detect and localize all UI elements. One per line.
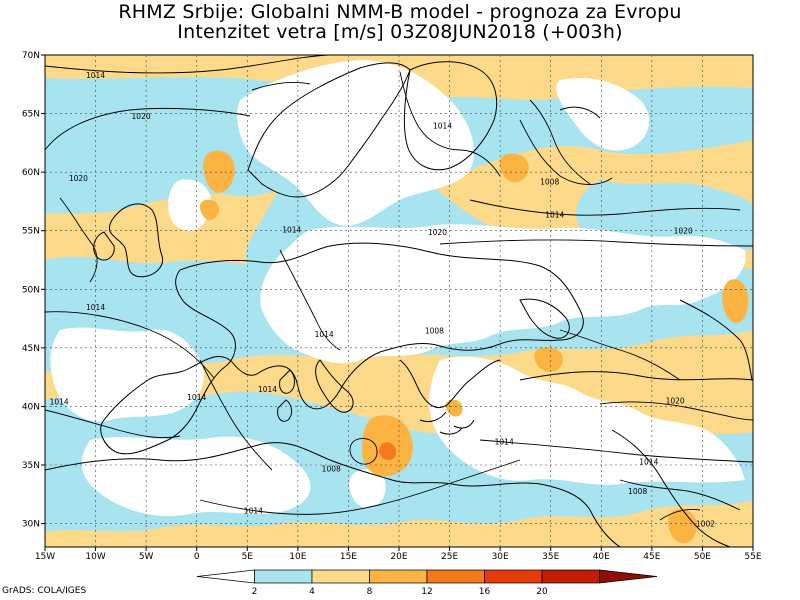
isobar-label: 1020 [428, 228, 447, 237]
legend-swatch [254, 569, 313, 584]
isobar-label: 1008 [540, 178, 559, 187]
lon-tick-label: 25E [441, 552, 458, 562]
isobar-label: 1014 [258, 385, 277, 394]
legend-label: 8 [367, 587, 373, 597]
legend-swatch [484, 569, 543, 584]
lon-tick-label: 5E [242, 552, 254, 562]
lon-tick-label: 35E [542, 552, 559, 562]
map-title: RHMZ Srbije: Globalni NMM-B model - prog… [118, 1, 682, 23]
lon-tick-label: 5W [139, 552, 154, 562]
lat-tick-label: 35N [22, 461, 40, 471]
legend-swatch [369, 569, 428, 584]
lon-tick-label: 15W [35, 552, 55, 562]
legend-swatch [311, 569, 370, 584]
legend-label: 2 [252, 587, 258, 597]
isobar-label: 1008 [322, 465, 341, 474]
isobar-label: 1014 [545, 210, 564, 219]
wind-band-red [379, 442, 396, 460]
isobar-label: 1014 [433, 121, 452, 130]
lon-tick-label: 15E [340, 552, 357, 562]
lon-tick-label: 55E [744, 552, 761, 562]
isobar-label: 1014 [86, 303, 105, 312]
legend-swatch [426, 569, 485, 584]
legend-swatch [599, 569, 658, 584]
lon-tick-label: 45E [643, 552, 660, 562]
lat-tick-label: 30N [22, 520, 40, 530]
longitude-axis: 15W 10W 5W 0 5E 10E 15E 20E 25E 30E 35E 40E 45E 50E 55… [35, 547, 762, 562]
isobar-label: 1020 [69, 174, 88, 183]
lat-tick-label: 70N [22, 51, 40, 61]
lat-tick-label: 40N [22, 402, 40, 412]
isobar-label: 1014 [495, 438, 514, 447]
wind-band-white [50, 60, 746, 517]
legend-label: 16 [479, 587, 491, 597]
lat-tick-label: 65N [22, 110, 40, 120]
grads-credit: GrADS: COLA/IGES [2, 586, 87, 596]
wind-band-orange [199, 150, 749, 544]
isobar-label: 1014 [282, 226, 301, 235]
isobar-label: 1020 [132, 112, 151, 121]
color-legend: 2 4 8 12 16 20 [196, 569, 658, 597]
isobar-label: 1014 [244, 507, 263, 516]
graticule [45, 55, 753, 547]
legend-swatch [196, 569, 255, 584]
isobar-label: 1008 [628, 487, 647, 496]
lon-tick-label: 50E [694, 552, 711, 562]
isobar-label: 1020 [666, 397, 685, 406]
isobar-labels: 1014 1020 1020 1014 1014 1014 1014 1014 1014 1014… [50, 71, 716, 529]
lon-tick-label: 40E [593, 552, 610, 562]
lon-tick-label: 20E [390, 552, 407, 562]
legend-swatch [541, 569, 600, 584]
lon-tick-label: 30E [492, 552, 509, 562]
isobar-label: 1014 [315, 330, 334, 339]
isobar-lines [45, 55, 753, 521]
lat-tick-label: 60N [22, 168, 40, 178]
legend-label: 12 [421, 587, 432, 597]
legend-label: 20 [536, 587, 548, 597]
isobar-label: 1008 [425, 326, 444, 335]
isobar-label: 1020 [674, 227, 693, 236]
isobar-label: 1014 [50, 398, 69, 407]
isobar-label: 1014 [639, 457, 658, 466]
legend-label: 4 [309, 587, 315, 597]
lat-tick-label: 55N [22, 227, 40, 237]
coastlines [45, 61, 753, 547]
lat-tick-label: 50N [22, 285, 40, 295]
lat-tick-label: 45N [22, 344, 40, 354]
latitude-axis: 70N 65N 60N 55N 50N 45N 40N 35N 30N [22, 51, 45, 530]
isobar-label: 1014 [187, 393, 206, 402]
lon-tick-label: 10E [289, 552, 306, 562]
isobar-label: 1002 [696, 520, 715, 529]
lon-tick-label: 0 [194, 552, 200, 562]
map-subtitle: Intenzitet vetra [m/s] 03Z08JUN2018 (+00… [177, 21, 623, 43]
lon-tick-label: 10W [85, 552, 105, 562]
